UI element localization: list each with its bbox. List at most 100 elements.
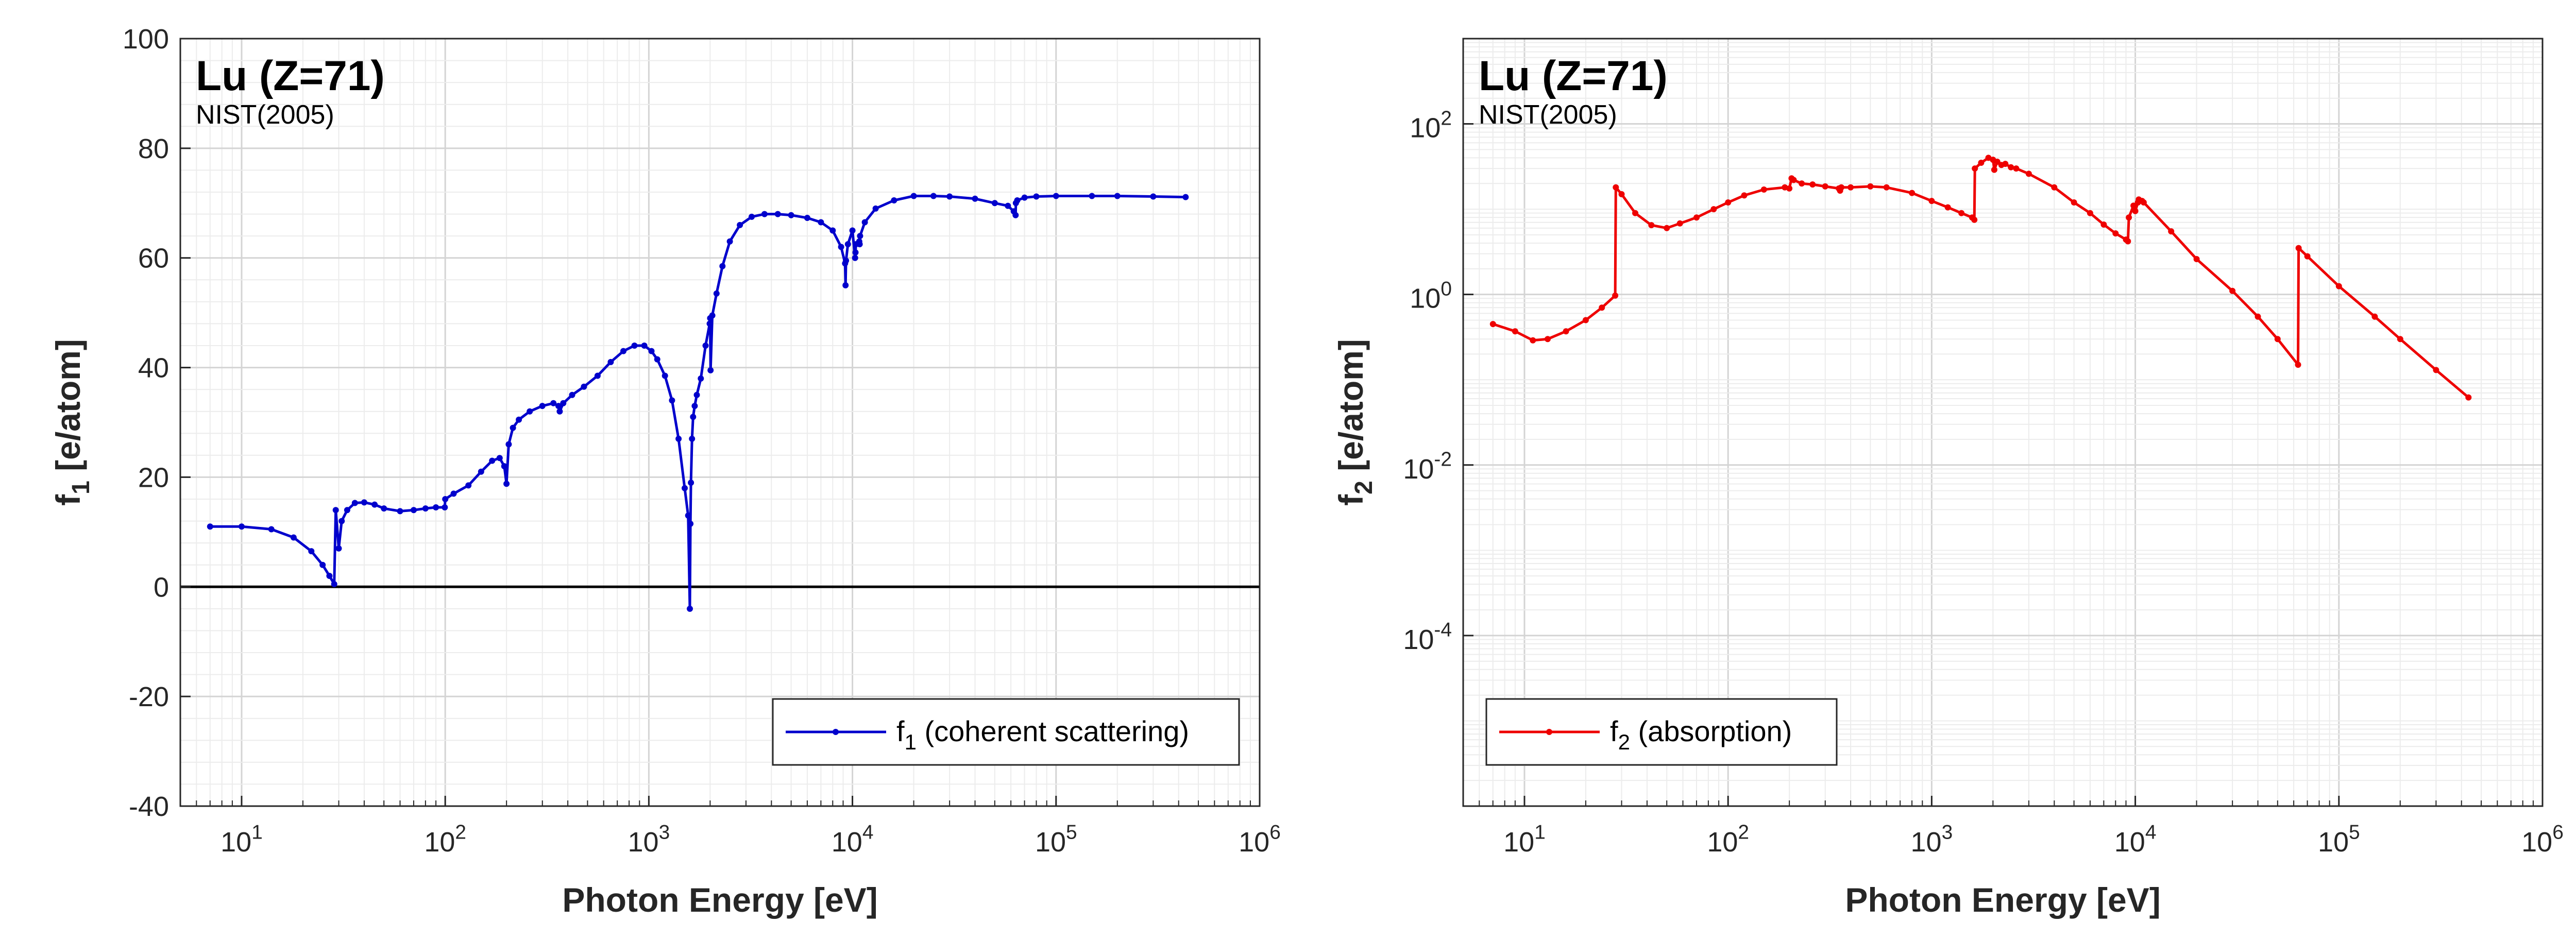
- data-point: [709, 312, 716, 319]
- data-point: [2295, 245, 2302, 251]
- data-point: [290, 534, 297, 541]
- x-axis-label: Photon Energy [eV]: [1845, 881, 2160, 919]
- axes-box: [1462, 38, 2544, 807]
- data-point: [338, 518, 345, 524]
- data-point: [1648, 222, 1655, 229]
- legend: f2 (absorption): [1485, 698, 1838, 766]
- data-point: [1089, 193, 1095, 199]
- data-point: [1114, 193, 1121, 199]
- data-point: [556, 408, 563, 415]
- data-point: [669, 397, 675, 404]
- y-tick-label-exp: 2: [1440, 107, 1452, 129]
- y-tick-label-base: 10: [1403, 624, 1434, 655]
- y-tick-label: 60: [138, 243, 169, 274]
- y-axis-label-sub: 2: [1350, 481, 1378, 494]
- data-point: [381, 505, 387, 512]
- x-tick-label-exp: 1: [1534, 822, 1546, 844]
- data-point: [560, 400, 567, 406]
- y-tick-label: 10-4: [1403, 619, 1452, 655]
- x-tick-label-base: 10: [628, 827, 659, 858]
- y-tick-label: 80: [138, 133, 169, 164]
- chart-title: Lu (Z=71): [1479, 53, 1668, 99]
- data-point: [1991, 166, 1997, 173]
- data-point: [2140, 199, 2147, 206]
- data-point: [675, 435, 682, 442]
- x-tick-label-exp: 6: [1269, 822, 1281, 844]
- x-tick-label-base: 10: [1911, 827, 1942, 858]
- data-point: [1612, 292, 1619, 299]
- data-point: [2100, 221, 2107, 228]
- data-point: [268, 526, 275, 533]
- legend-swatch-marker: [1546, 729, 1552, 735]
- data-point: [1848, 184, 1854, 191]
- data-point: [1741, 192, 1748, 199]
- data-point: [2168, 228, 2175, 235]
- data-point: [2130, 202, 2137, 209]
- x-tick-label: 105: [1035, 822, 1077, 858]
- data-point: [2295, 362, 2301, 368]
- data-point: [849, 227, 856, 234]
- data-point: [1909, 190, 1916, 196]
- data-point: [2125, 238, 2131, 245]
- y-tick-label-exp: -2: [1434, 448, 1452, 470]
- data-point: [698, 375, 704, 382]
- data-point: [397, 508, 403, 515]
- y-tick-label: 10-2: [1403, 448, 1452, 484]
- data-point: [2465, 394, 2472, 401]
- data-point: [496, 455, 503, 462]
- data-point: [1972, 165, 1978, 172]
- legend-label-main: f: [896, 715, 905, 747]
- data-point: [516, 416, 522, 423]
- data-point: [1971, 216, 1978, 223]
- x-tick-label: 104: [832, 822, 874, 858]
- data-point: [539, 403, 546, 409]
- data-point: [319, 561, 326, 568]
- data-point: [1790, 177, 1797, 183]
- data-point: [1012, 212, 1019, 218]
- data-point: [1809, 181, 1816, 188]
- x-tick-label-base: 10: [1239, 827, 1269, 858]
- x-tick-label-base: 10: [1503, 827, 1534, 858]
- data-point: [361, 499, 367, 506]
- data-point: [1799, 180, 1805, 187]
- data-point: [818, 219, 824, 226]
- data-point: [594, 372, 601, 379]
- data-point: [2126, 214, 2132, 221]
- axes-box: [179, 38, 1261, 807]
- data-point: [501, 463, 507, 470]
- y-tick-label-base: 10: [1410, 113, 1440, 144]
- data-point: [2087, 210, 2093, 216]
- y-axis-label-rest: [e/atom]: [1332, 339, 1370, 481]
- data-point: [1786, 185, 1793, 192]
- y-tick-label: 100: [123, 24, 169, 55]
- data-point: [2274, 336, 2281, 343]
- legend-label-rest: (coherent scattering): [917, 715, 1189, 747]
- data-point: [207, 523, 213, 530]
- data-point: [1632, 210, 1638, 216]
- data-point: [726, 238, 733, 245]
- data-point: [691, 403, 698, 409]
- data-point: [351, 500, 358, 506]
- data-point: [706, 320, 713, 327]
- plot-area: [1463, 39, 2543, 806]
- x-tick-label-base: 10: [1707, 827, 1738, 858]
- data-point: [1005, 202, 1011, 209]
- data-point: [1725, 199, 1732, 206]
- y-axis-label-rest: [e/atom]: [49, 339, 87, 481]
- data-point: [344, 507, 350, 514]
- legend-label-sub: 1: [905, 730, 917, 754]
- y-tick-label: -20: [129, 681, 169, 712]
- data-point: [1053, 193, 1059, 199]
- data-point: [1618, 191, 1625, 197]
- x-tick-label: 103: [628, 822, 670, 858]
- x-tick-label-exp: 3: [659, 822, 670, 844]
- data-point: [2013, 165, 2020, 172]
- x-tick-label: 101: [1503, 822, 1546, 858]
- data-point: [2051, 184, 2058, 191]
- data-point: [1664, 225, 1670, 231]
- data-point: [239, 523, 245, 530]
- data-point: [843, 258, 850, 264]
- data-point: [856, 241, 863, 248]
- data-point: [2304, 253, 2311, 260]
- data-point: [702, 343, 709, 349]
